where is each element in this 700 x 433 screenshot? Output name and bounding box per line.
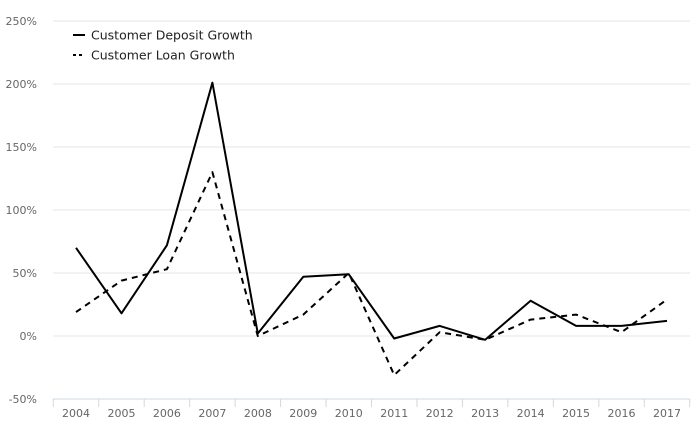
x-tick-label: 2008 — [244, 407, 272, 420]
x-tick-label: 2011 — [380, 407, 408, 420]
x-tick-label: 2012 — [426, 407, 454, 420]
x-tick-label: 2015 — [562, 407, 590, 420]
y-tick-label: 50% — [13, 267, 37, 280]
series-lines — [75, 81, 668, 377]
y-tick-label: 100% — [6, 204, 37, 217]
y-tick-label: 250% — [6, 15, 37, 28]
x-tick-label: 2004 — [62, 407, 90, 420]
y-tick-label: 200% — [6, 78, 37, 91]
x-tick-label: 2017 — [653, 407, 681, 420]
x-axis-ticks: 2004 2005 2006 2007 2008 2009 2010 2011 2012 2013… — [62, 407, 681, 420]
legend: Customer Deposit Growth Customer Loan Gro… — [73, 28, 253, 63]
x-tick-label: 2016 — [608, 407, 636, 420]
x-tick-label: 2009 — [289, 407, 317, 420]
y-tick-label: 0% — [20, 330, 37, 343]
loan-growth-line — [75, 171, 668, 377]
y-axis-ticks: -50% 0% 50% 100% 150% 200% 250% — [6, 15, 37, 406]
x-tick-label: 2010 — [335, 407, 363, 420]
x-tick-label: 2014 — [517, 407, 545, 420]
legend-label: Customer Loan Growth — [91, 48, 235, 63]
x-tick-label: 2005 — [107, 407, 135, 420]
x-axis — [52, 398, 691, 407]
deposit-growth-line — [75, 81, 668, 341]
y-tick-label: 150% — [6, 141, 37, 154]
legend-label: Customer Deposit Growth — [91, 28, 253, 43]
x-tick-label: 2006 — [153, 407, 181, 420]
x-tick-label: 2013 — [471, 407, 499, 420]
x-tick-label: 2007 — [198, 407, 226, 420]
y-tick-label: -50% — [9, 393, 37, 406]
grid-lines — [53, 20, 690, 337]
